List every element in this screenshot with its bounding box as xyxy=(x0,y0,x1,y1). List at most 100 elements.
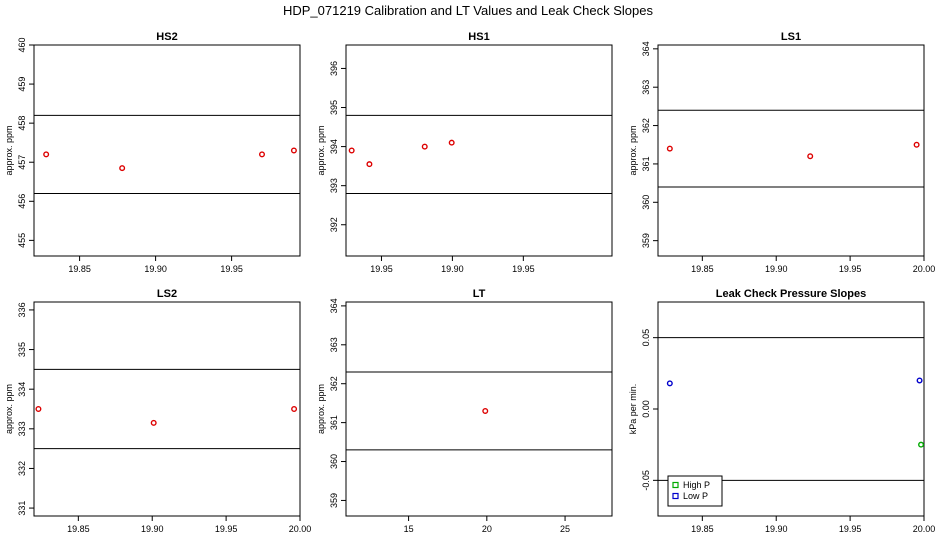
y-tick-label-ls2-1: 332 xyxy=(17,461,27,476)
data-point-hs1-0-0 xyxy=(348,147,355,154)
plot-frame-lt xyxy=(345,301,613,517)
y-tick-label-hs2-5: 460 xyxy=(17,37,27,52)
x-tick-label-ls2-3: 20.00 xyxy=(289,524,312,534)
x-tick-label-ls1-1: 19.90 xyxy=(765,264,788,274)
x-tick-label-lt-1: 20 xyxy=(482,524,492,534)
panel-ls2: LS2 19.85 19.90 19.95 20.00 331 332 333 334 335 33… xyxy=(4,288,311,534)
data-point-hs2-0-2 xyxy=(259,151,266,158)
panel-title-hs1: HS1 xyxy=(468,31,489,43)
legend-label-1: Low P xyxy=(683,491,708,501)
x-tick-label-leak-3: 20.00 xyxy=(913,524,936,534)
data-point-hs2-0-0 xyxy=(43,151,50,158)
x-tick-label-leak-1: 19.90 xyxy=(765,524,788,534)
data-point-leak-1-1 xyxy=(916,377,923,384)
y-axis-label-ls2: approx. ppm xyxy=(4,384,14,434)
y-tick-label-lt-3: 362 xyxy=(329,376,339,391)
y-tick-label-hs1-4: 396 xyxy=(329,61,339,76)
x-tick-label-ls2-2: 19.95 xyxy=(215,524,238,534)
x-tick-label-ls2-0: 19.85 xyxy=(67,524,90,534)
y-tick-label-lt-2: 361 xyxy=(329,415,339,430)
y-tick-label-ls1-1: 360 xyxy=(641,195,651,210)
data-point-ls1-0-1 xyxy=(807,153,814,160)
x-tick-label-hs1-0: 19.95 xyxy=(370,264,393,274)
y-tick-label-hs1-1: 393 xyxy=(329,178,339,193)
legend-label-0: High P xyxy=(683,480,710,490)
panels: HS2 19.85 19.90 19.95 455 456 457 458 459 460 appr… xyxy=(4,31,935,534)
main-title: HDP_071219 Calibration and LT Values and… xyxy=(283,3,654,18)
y-tick-label-ls1-0: 359 xyxy=(641,233,651,248)
y-tick-label-hs2-4: 459 xyxy=(17,77,27,92)
data-point-hs1-0-3 xyxy=(448,139,455,146)
y-tick-label-lt-5: 364 xyxy=(329,298,339,313)
y-tick-label-ls2-4: 335 xyxy=(17,342,27,357)
x-tick-label-ls2-1: 19.90 xyxy=(141,524,164,534)
y-tick-label-ls2-2: 333 xyxy=(17,421,27,436)
y-tick-label-hs1-3: 395 xyxy=(329,100,339,115)
x-tick-label-leak-2: 19.95 xyxy=(839,524,862,534)
panel-title-ls1: LS1 xyxy=(781,31,801,43)
plot-frame-hs2 xyxy=(33,44,301,257)
data-point-ls2-0-1 xyxy=(150,419,157,426)
x-tick-label-hs2-2: 19.95 xyxy=(220,264,243,274)
data-point-lt-0-0 xyxy=(482,407,489,414)
y-tick-label-hs1-2: 394 xyxy=(329,139,339,154)
data-point-hs1-0-1 xyxy=(366,161,373,168)
legend-swatch-0 xyxy=(672,481,679,489)
data-point-hs2-0-1 xyxy=(119,165,126,172)
panel-title-leak: Leak Check Pressure Slopes xyxy=(716,288,866,300)
data-point-leak-0-0 xyxy=(918,441,925,448)
panel-hs2: HS2 19.85 19.90 19.95 455 456 457 458 459 460 appr… xyxy=(4,31,301,274)
data-point-ls2-0-0 xyxy=(35,406,42,413)
data-point-ls1-0-2 xyxy=(913,141,920,148)
panel-title-hs2: HS2 xyxy=(156,31,177,43)
x-tick-label-ls1-3: 20.00 xyxy=(913,264,936,274)
y-tick-label-ls2-0: 331 xyxy=(17,501,27,516)
x-tick-label-lt-2: 25 xyxy=(560,524,570,534)
plot-frame-hs1 xyxy=(345,44,613,257)
y-axis-label-hs2: approx. ppm xyxy=(4,125,14,175)
y-tick-label-ls1-3: 362 xyxy=(641,118,651,133)
y-tick-label-lt-1: 360 xyxy=(329,454,339,469)
y-axis-label-ls1: approx. ppm xyxy=(628,125,638,175)
y-tick-label-hs2-0: 455 xyxy=(17,233,27,248)
legend-box xyxy=(667,475,723,507)
plot-frame-ls1 xyxy=(657,44,925,257)
y-tick-label-ls1-5: 364 xyxy=(641,41,651,56)
panel-hs1: HS1 19.95 19.90 19.95 392 393 394 395 396 approx.… xyxy=(316,31,613,274)
data-point-hs1-0-2 xyxy=(421,143,428,150)
y-tick-label-leak-0: -0.05 xyxy=(641,470,651,491)
x-tick-label-lt-0: 15 xyxy=(404,524,414,534)
y-tick-label-hs2-3: 458 xyxy=(17,116,27,131)
data-point-ls1-0-0 xyxy=(666,145,673,152)
x-tick-label-leak-0: 19.85 xyxy=(691,524,714,534)
data-point-ls2-0-2 xyxy=(291,406,298,413)
y-axis-label-lt: approx. ppm xyxy=(316,384,326,434)
y-tick-label-hs2-2: 457 xyxy=(17,155,27,170)
legend-swatch-1 xyxy=(672,492,679,500)
y-tick-label-ls2-3: 334 xyxy=(17,382,27,397)
y-tick-label-hs1-0: 392 xyxy=(329,217,339,232)
x-tick-label-ls1-2: 19.95 xyxy=(839,264,862,274)
y-axis-label-hs1: approx. ppm xyxy=(316,125,326,175)
x-tick-label-hs2-1: 19.90 xyxy=(144,264,167,274)
panel-leak: Leak Check Pressure Slopes 19.85 19.90 19.9… xyxy=(628,288,935,534)
y-tick-label-leak-1: 0.00 xyxy=(641,400,651,418)
panel-lt: LT 15 20 25 359 360 361 362 363 364 approx. ppm xyxy=(316,288,613,534)
x-tick-label-ls1-0: 19.85 xyxy=(691,264,714,274)
x-tick-label-hs1-1: 19.90 xyxy=(441,264,464,274)
y-tick-label-ls1-2: 361 xyxy=(641,156,651,171)
y-tick-label-lt-4: 363 xyxy=(329,337,339,352)
y-tick-label-hs2-1: 456 xyxy=(17,194,27,209)
panel-ls1: LS1 19.85 19.90 19.95 20.00 359 360 361 362 363 36… xyxy=(628,31,935,274)
y-axis-label-leak: kPa per min. xyxy=(628,384,638,435)
x-tick-label-hs2-0: 19.85 xyxy=(68,264,91,274)
y-tick-label-leak-2: 0.05 xyxy=(641,329,651,347)
panel-title-ls2: LS2 xyxy=(157,288,177,300)
panel-title-lt: LT xyxy=(473,288,486,300)
plot-frame-ls2 xyxy=(33,301,301,517)
y-tick-label-lt-0: 359 xyxy=(329,493,339,508)
data-point-leak-1-0 xyxy=(666,380,673,387)
data-point-hs2-0-3 xyxy=(290,147,297,154)
